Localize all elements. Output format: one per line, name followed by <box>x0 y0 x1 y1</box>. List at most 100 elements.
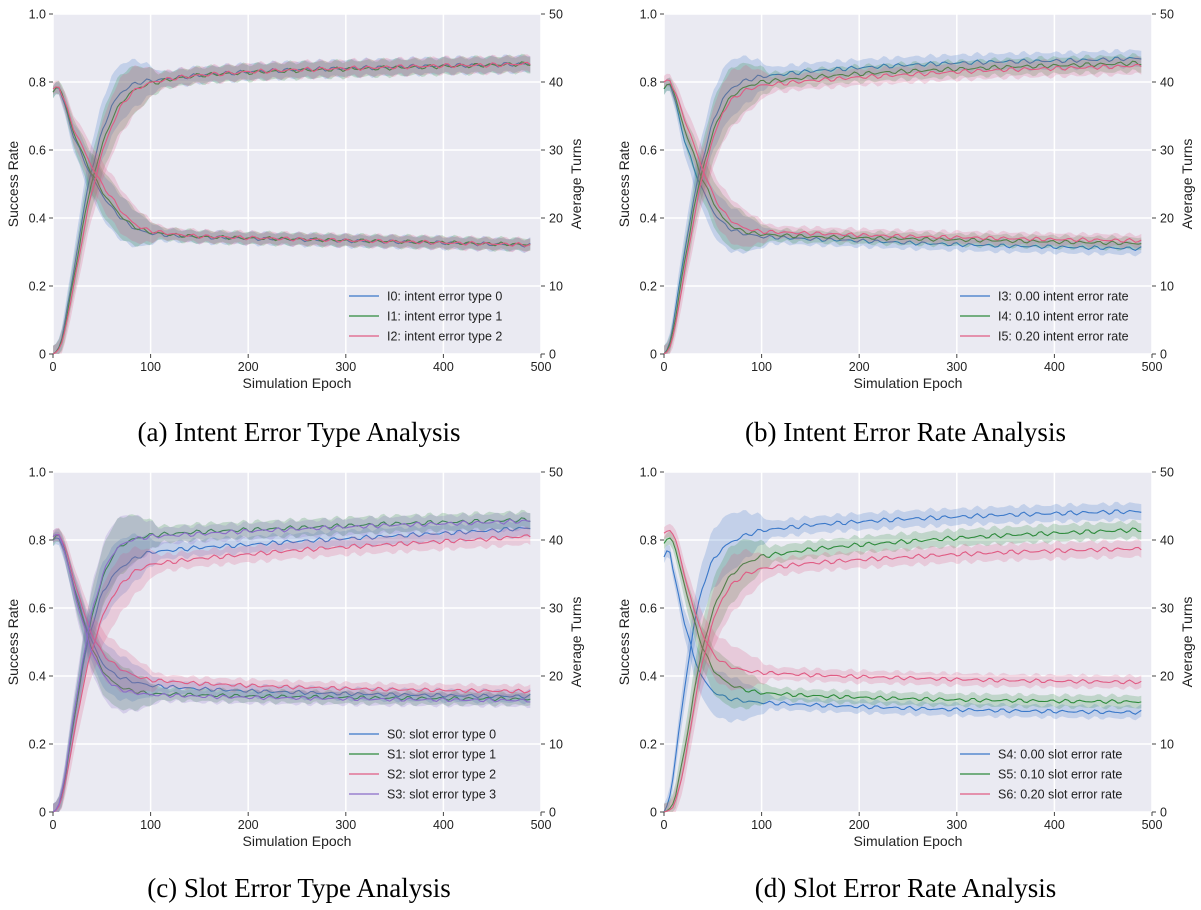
x-tick-label: 0 <box>50 360 57 374</box>
y-tick-label: 0.6 <box>29 602 46 616</box>
series-line-success-rate <box>663 84 1142 252</box>
y2-tick-label: 20 <box>549 670 563 684</box>
y2-axis-label: Average Turns <box>568 597 584 688</box>
x-axis-label: Simulation Epoch <box>243 833 352 849</box>
legend-label: S0: slot error type 0 <box>387 728 496 742</box>
y-axis-label: Success Rate <box>5 599 21 686</box>
y2-axis-label: Average Turns <box>1179 139 1195 230</box>
y2-axis-label: Average Turns <box>1179 597 1195 688</box>
y-axis-label: Success Rate <box>5 141 21 228</box>
y-tick-label: 0.4 <box>640 212 657 226</box>
y2-tick-label: 10 <box>549 280 563 294</box>
legend-label: I3: 0.00 intent error rate <box>998 290 1129 304</box>
x-tick-label: 100 <box>140 818 161 832</box>
legend: S0: slot error type 0 S1: slot error type… <box>349 728 496 802</box>
y-tick-label: 0.2 <box>640 280 657 294</box>
x-axis-label: Simulation Epoch <box>854 833 963 849</box>
x-tick-label: 400 <box>433 818 454 832</box>
y-tick-label: 0.6 <box>640 602 657 616</box>
legend-label: I4: 0.10 intent error rate <box>998 310 1129 324</box>
y-tick-label: 0 <box>650 806 657 820</box>
chart-d: 0 100 200 300 400 50000.20.40.60.81.001020304… <box>616 466 1195 850</box>
y-tick-label: 0 <box>39 348 46 362</box>
x-tick-label: 400 <box>1044 818 1065 832</box>
series-line-success-rate <box>663 83 1142 246</box>
y-tick-label: 0 <box>650 348 657 362</box>
legend-label: I2: intent error type 2 <box>387 330 502 344</box>
y2-tick-label: 0 <box>1160 348 1167 362</box>
y2-tick-label: 50 <box>549 466 563 480</box>
y2-tick-label: 10 <box>549 738 563 752</box>
y-tick-label: 0.8 <box>640 76 657 90</box>
y-tick-label: 0.4 <box>29 670 46 684</box>
series-line-success-rate <box>52 537 531 699</box>
y-tick-label: 0.2 <box>29 280 46 294</box>
y-axis-label: Success Rate <box>616 141 632 228</box>
series-line-success-rate <box>663 537 1142 705</box>
y2-tick-label: 20 <box>549 212 563 226</box>
x-tick-label: 200 <box>849 360 870 374</box>
y2-tick-label: 0 <box>549 806 556 820</box>
series-line-success-rate <box>52 86 531 247</box>
caption-d: (d) Slot Error Rate Analysis <box>754 873 1057 903</box>
x-tick-label: 500 <box>1142 818 1163 832</box>
series-line-average-turns <box>52 518 531 813</box>
series-line-average-turns <box>52 526 531 813</box>
y-tick-label: 0.4 <box>640 670 657 684</box>
x-axis-label: Simulation Epoch <box>854 375 963 391</box>
caption-b: (b) Intent Error Rate Analysis <box>745 417 1066 447</box>
x-tick-label: 200 <box>849 818 870 832</box>
x-tick-label: 100 <box>751 360 772 374</box>
y-tick-label: 0.2 <box>640 738 657 752</box>
y-tick-label: 0.8 <box>640 534 657 548</box>
y-tick-label: 0.4 <box>29 212 46 226</box>
legend-label: I1: intent error type 1 <box>387 310 502 324</box>
x-tick-label: 100 <box>140 360 161 374</box>
series-line-average-turns <box>663 56 1142 355</box>
series-line-average-turns <box>663 63 1142 355</box>
x-tick-label: 0 <box>661 360 668 374</box>
x-tick-label: 200 <box>238 818 259 832</box>
legend: I0: intent error type 0 I1: intent error … <box>349 290 502 344</box>
x-axis-label: Simulation Epoch <box>243 375 352 391</box>
y2-tick-label: 40 <box>1160 76 1174 90</box>
y2-tick-label: 0 <box>549 348 556 362</box>
caption-a: (a) Intent Error Type Analysis <box>137 417 461 447</box>
x-tick-label: 400 <box>1044 360 1065 374</box>
legend-label: S1: slot error type 1 <box>387 748 496 762</box>
y2-tick-label: 20 <box>1160 670 1174 684</box>
y2-tick-label: 10 <box>1160 738 1174 752</box>
series-line-average-turns <box>663 527 1142 813</box>
x-tick-label: 300 <box>335 818 356 832</box>
legend-label: S4: 0.00 slot error rate <box>998 748 1122 762</box>
plot-area <box>664 14 1152 354</box>
y-tick-label: 1.0 <box>640 8 657 22</box>
series-line-success-rate <box>52 534 531 703</box>
plot-area <box>53 472 541 812</box>
y-axis-label: Success Rate <box>616 599 632 686</box>
y-tick-label: 0.8 <box>29 534 46 548</box>
y2-tick-label: 10 <box>1160 280 1174 294</box>
series-line-success-rate <box>663 529 1142 685</box>
y-tick-label: 1.0 <box>29 8 46 22</box>
series-line-average-turns <box>52 61 531 355</box>
y2-tick-label: 30 <box>549 144 563 158</box>
y-tick-label: 0 <box>39 806 46 820</box>
series-line-success-rate <box>52 534 531 694</box>
y-tick-label: 0.6 <box>29 144 46 158</box>
y2-tick-label: 30 <box>1160 602 1174 616</box>
x-tick-label: 0 <box>50 818 57 832</box>
x-tick-label: 500 <box>531 360 552 374</box>
series-line-average-turns <box>52 534 531 813</box>
legend-label: S5: 0.10 slot error rate <box>998 768 1122 782</box>
series-band <box>664 501 1142 812</box>
series-line-average-turns <box>663 546 1142 813</box>
x-tick-label: 500 <box>531 818 552 832</box>
x-tick-label: 300 <box>335 360 356 374</box>
y-tick-label: 0.8 <box>29 76 46 90</box>
y2-tick-label: 40 <box>549 76 563 90</box>
caption-c: (c) Slot Error Type Analysis <box>147 873 451 903</box>
series-line-success-rate <box>663 79 1142 243</box>
x-tick-label: 500 <box>1142 360 1163 374</box>
